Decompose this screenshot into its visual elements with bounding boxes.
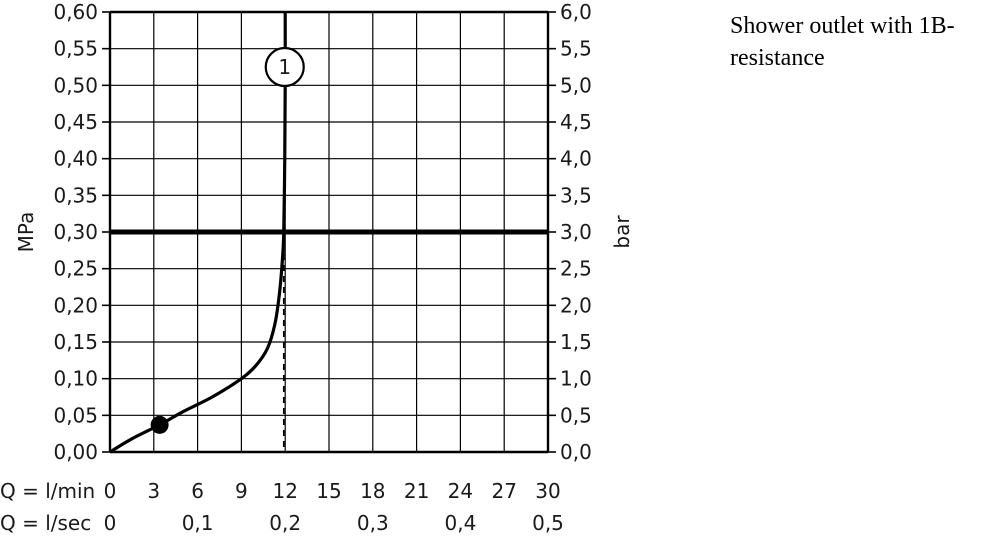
x-tick-label-lsec: 0: [104, 511, 117, 535]
x-tick-label-lmin: 18: [360, 479, 385, 503]
y-tick-label: 0,05: [53, 403, 98, 427]
x-tick-label-lsec: 0,2: [269, 511, 301, 535]
x-axis-row-label-lmin: Q = l/min: [0, 479, 95, 503]
x-tick-label-lmin: 24: [448, 479, 473, 503]
y2-tick-label: 3,0: [560, 220, 592, 244]
y2-tick-label: 0,5: [560, 403, 592, 427]
y2-tick-label: 5,0: [560, 73, 592, 97]
y-tick-label: 0,55: [53, 37, 98, 61]
y2-axis-title: bar: [610, 215, 634, 249]
y2-tick-label: 1,0: [560, 367, 592, 391]
y2-tick-label: 5,5: [560, 37, 592, 61]
x-tick-label-lmin: 27: [491, 479, 516, 503]
x-tick-label-lmin: 21: [404, 479, 429, 503]
y-tick-label: 0,50: [53, 73, 98, 97]
x-axis-row-label-lsec: Q = l/sec: [0, 511, 91, 535]
chart-caption: Shower outlet with 1B-resistance: [730, 13, 955, 71]
y2-tick-label: 2,5: [560, 257, 592, 281]
series-line-1: [109, 11, 287, 454]
x-tick-label-lmin: 9: [235, 479, 248, 503]
y2-tick-label: 6,0: [560, 0, 592, 24]
x-tick-label-lmin: 30: [535, 479, 560, 503]
x-tick-label-lmin: 6: [191, 479, 204, 503]
y-tick-label: 0,60: [53, 0, 98, 24]
x-tick-label-lsec: 0,4: [444, 511, 476, 535]
y2-tick-label: 2,0: [560, 293, 592, 317]
y-tick-label: 0,40: [53, 147, 98, 171]
y2-tick-label: 3,5: [560, 183, 592, 207]
series-label-1: 1: [264, 46, 305, 88]
y-tick-label: 0,25: [53, 257, 98, 281]
y-tick-label: 0,35: [53, 183, 98, 207]
y-tick-label: 0,15: [53, 330, 98, 354]
series-badge-text: 1: [278, 55, 291, 79]
x-tick-label-lmin: 15: [316, 479, 341, 503]
y2-tick-label: 4,0: [560, 147, 592, 171]
y-axis-title: MPa: [14, 212, 38, 253]
x-tick-label-lsec: 0,1: [182, 511, 214, 535]
y-tick-label: 0,00: [53, 440, 98, 464]
series-badge: [264, 46, 305, 88]
y-tick-label: 0,30: [53, 220, 98, 244]
y-tick-label: 0,45: [53, 110, 98, 134]
x-tick-label-lmin: 12: [272, 479, 297, 503]
y2-tick-label: 0,0: [560, 440, 592, 464]
x-tick-label-lsec: 0,3: [357, 511, 389, 535]
operating-point-marker: [150, 415, 169, 434]
y2-tick-label: 4,5: [560, 110, 592, 134]
y2-tick-label: 1,5: [560, 330, 592, 354]
y-tick-label: 0,10: [53, 367, 98, 391]
x-tick-label-lsec: 0,5: [532, 511, 564, 535]
x-tick-label-lmin: 3: [147, 479, 160, 503]
tick-labels: 0,000,050,100,150,200,250,300,350,400,45…: [53, 0, 591, 535]
x-tick-label-lmin: 0: [104, 479, 117, 503]
y-tick-label: 0,20: [53, 293, 98, 317]
